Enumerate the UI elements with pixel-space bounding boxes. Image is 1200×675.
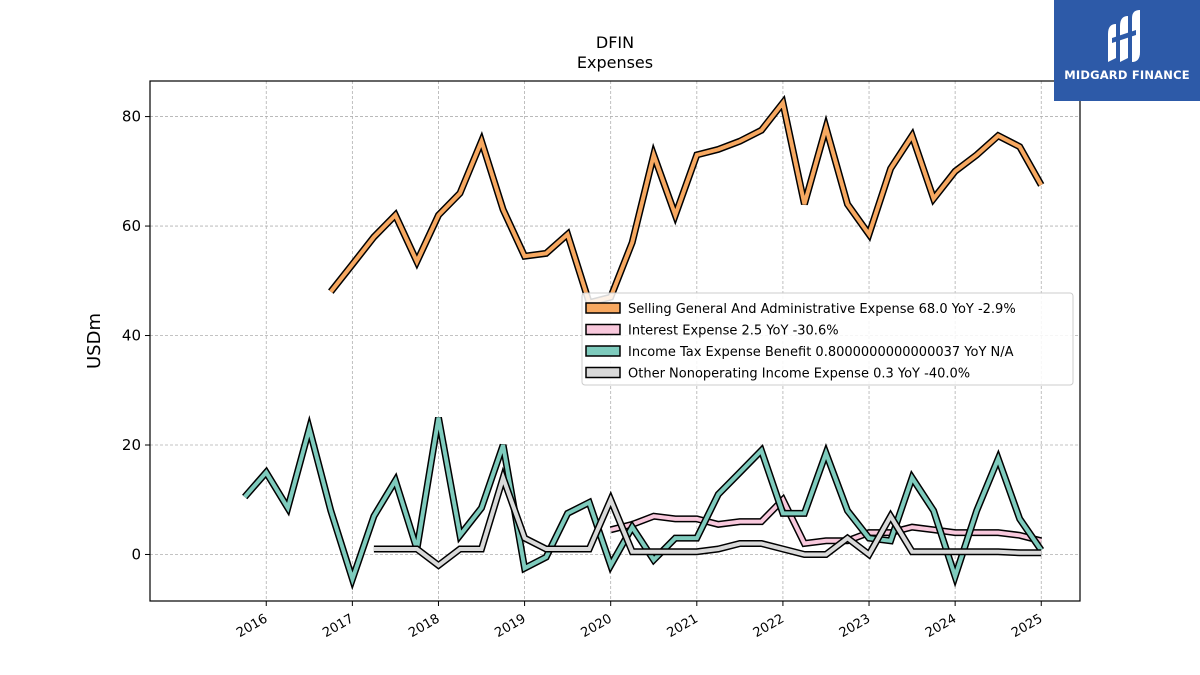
y-tick-label: 40 [122,327,141,345]
legend-entry: Other Nonoperating Income Expense 0.3 Yo… [628,367,970,382]
y-tick-label: 60 [122,217,141,235]
y-tick-label: 20 [122,436,141,454]
series-3 [373,466,1042,570]
legend: Selling General And Administrative Expen… [581,292,1074,386]
legend-entry: Selling General And Administrative Expen… [628,302,1016,317]
x-tick-label: 2022 [751,611,787,641]
y-axis-label: USDm [84,313,105,369]
series-2 [242,415,1045,591]
legend-swatch [585,366,621,379]
series-line [373,471,1042,568]
x-tick-label: 2017 [320,611,356,641]
y-tick-label: 80 [122,108,141,126]
legend-swatch [585,345,621,357]
midgard-logo-icon [1108,10,1140,62]
y-tick-label: 0 [131,545,141,563]
series-layer [242,94,1045,591]
series-line [243,417,1043,586]
midgard-finance-logo: MIDGARD FINANCE [1054,0,1200,101]
logo-brand-text: MIDGARD FINANCE [1064,68,1190,82]
legend-swatch [585,323,621,336]
series-line-outline [328,94,1045,307]
legend-box [581,292,1074,386]
x-tick-label: 2021 [665,611,701,641]
chart-subtitle: Expenses [577,53,653,72]
x-tick-label: 2025 [1009,611,1045,641]
legend-entry: Income Tax Expense Benefit 0.80000000000… [628,345,1014,360]
x-tick-label: 2016 [234,611,270,641]
series-0 [328,94,1045,307]
x-tick-label: 2019 [492,611,528,641]
chart-title: DFIN [596,33,634,52]
x-tick-label: 2023 [837,611,873,641]
x-tick-label: 2018 [406,611,442,641]
series-line [329,98,1043,306]
legend-entry: Interest Expense 2.5 YoY -30.6% [628,324,839,339]
x-tick-label: 2020 [579,611,615,641]
legend-swatch [585,302,621,314]
plot-frame [149,80,1081,602]
x-tick-label: 2024 [923,611,959,641]
